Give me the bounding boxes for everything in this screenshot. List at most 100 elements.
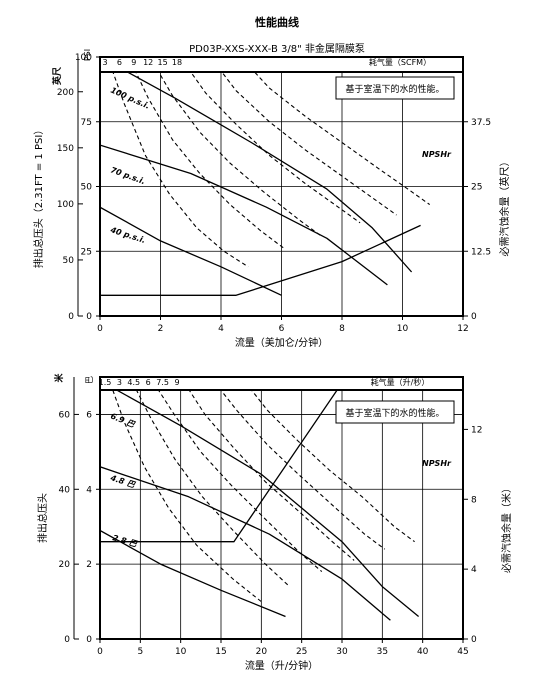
chart-m-air-curve-4-5 [157,390,323,573]
chart-m-x-tick-label: 35 [377,647,388,657]
chart-m-y-tick-label-outer: 20 [59,560,71,570]
chart-en-curves [100,72,431,296]
chart-en-y-tick-label-inner: 100 [75,53,92,63]
chart-m-y-tick-label-right: 8 [471,495,477,505]
chart-en-air-label: 耗气量（SCFM） [369,57,431,67]
chart-m-y-tick-label-inner: 2 [86,560,92,570]
chart-m-air-curve-1-5 [112,390,262,603]
chart-m-air-tick-label: 1.5 [99,378,112,387]
chart-m-x-tick-label: 15 [215,647,226,657]
chart-m-air-tick-label: 3 [117,378,122,387]
chart-en-air-curve-3 [112,72,249,268]
chart-m-y-tick-label-outer: 0 [64,635,70,645]
chart-en-y-tick-label-outer: 150 [57,144,74,154]
chart-m-y-tick-label-outer: 40 [59,485,71,495]
chart-en-series-line-2 [100,206,282,296]
chart-en-x-tick-label: 4 [218,324,224,334]
chart-m-x-tick-label: 45 [457,647,468,657]
chart-en-y-tick-label-right: 37.5 [471,118,491,128]
chart-m-series-line-1 [100,466,391,621]
chart-m-x-tick-label: 20 [256,647,268,657]
chart-m-y-tick-label-inner: 6 [86,410,92,420]
chart-m-series-line-0 [115,390,420,618]
chart-en-note-box [335,76,455,100]
chart-m-air-curve-9 [250,390,415,543]
chart-m-air-tick-label: 7.5 [156,378,169,387]
chart-en-y-tick-label-inner: 25 [81,247,92,257]
chart-m-air-tick-label: 6 [146,378,151,387]
chart-m-x-axis-label: 流量（升/分钟） [245,659,318,672]
chart-en-x-tick-label: 10 [397,324,409,334]
chart-en-series-label-2: 40 p.s.i. [108,225,146,245]
chart-m-series-label-2: 2.8 巴 [111,533,138,549]
chart-m-x-tick-label: 25 [296,647,307,657]
chart-en-series-line-3 [100,224,421,296]
chart-m-x-tick-label: 5 [137,647,143,657]
chart-en-air-tick-label: 3 [102,58,107,67]
chart-en-y-tick-label-right: 0 [471,312,477,322]
chart-en-y-tick-label-outer: 200 [57,88,74,98]
chart-m-series-label-1: 4.8 巴 [108,473,136,490]
chart-m-right-axis-label: 必需汽蚀余量（米） [500,483,513,573]
chart-m-series-line-2 [100,529,286,618]
chart-en-air-tick-label: 18 [172,58,182,67]
chart-en-y-tick-label-outer: 100 [57,200,74,210]
chart-en-y-tick-label-outer: 50 [63,256,75,266]
chart-m-left-axis-label: 排出总压头 [36,493,49,543]
chart-m-note-box [335,400,455,424]
chart-m-y-tick-label-inner: 4 [86,485,92,495]
chart-en-air-tick-label: 6 [117,58,122,67]
chart-en-x-tick-label: 8 [339,324,345,334]
chart-en-series-label-1: 70 p.s.i. [109,165,146,186]
chart-en-right-axis-label: 必需汽蚀余量（英尺） [498,157,511,257]
chart-en-air-curve-6 [135,72,285,250]
chart-m-air-label: 耗气量（升/秒） [371,377,430,387]
chart-m-air-tick-label: 4.5 [127,378,140,387]
chart-en-air-tick-label: 12 [143,58,153,67]
chart-en-air-tick-label: 9 [131,58,136,67]
chart-en-x-axis-label: 流量（美加仑/分钟） [235,336,328,349]
chart-m-air-tick-label: 9 [174,378,179,387]
page-title: 性能曲线 [255,16,299,29]
chart-m-x-tick-label: 40 [417,647,429,657]
chart-m-air-curve-3 [135,390,290,588]
chart-en-x-tick-label: 6 [279,324,285,334]
chart-m-x-tick-label: 30 [336,647,348,657]
chart-m-y-tick-label-inner: 0 [86,635,92,645]
chart-m-air-strip [99,376,464,391]
chart-en-x-tick-label: 0 [97,324,103,334]
chart-m-x-tick-label: 10 [175,647,187,657]
chart-m-y-tick-label-right: 4 [471,565,477,575]
chart-en-left-axis-label: 排出总压头（2.31FT = 1 PSI） [32,125,45,269]
chart-en-y-tick-label-inner: 0 [86,312,92,322]
chart-en-note-text: 基于室温下的水的性能。 [345,83,444,95]
chart-m-x-tick-label: 0 [97,647,103,657]
chart-en-series-label-0: 100 p.s.i. [109,86,151,111]
chart-en-x-tick-label: 2 [158,324,164,334]
chart-en-y-tick-label-inner: 75 [81,118,92,128]
chart-en-air-tick-label: 15 [158,58,168,67]
chart-en-series-line-0 [126,72,413,273]
chart-m-air-curve-7-5 [220,390,386,550]
page-subtitle: PD03P-XXS-XXX-B 3/8" 非金属隔膜泵 [189,44,365,55]
chart-en-x-tick-label: 12 [457,324,468,334]
chart-m-left-outer-unit: 米 [53,373,65,384]
chart-m-series-line-3 [100,390,338,543]
chart-en-y-tick-label-right: 25 [471,183,482,193]
chart-en-air-curve-18 [253,72,431,206]
chart-m-curves [100,390,420,621]
chart-en-air-curve-9 [158,72,322,237]
chart-m-y-tick-label-right: 12 [471,425,482,435]
chart-en-y-tick-label-outer: 0 [68,312,74,322]
chart-m-y-tick-label-right: 0 [471,635,477,645]
chart-en-air-curve-12 [190,72,361,224]
chart-en-series-label-3: NPSHr [422,150,452,159]
chart-m-note-text: 基于室温下的水的性能。 [345,407,444,419]
chart-en-left-inner-unit: PSI [83,49,92,61]
chart-en-y-tick-label-inner: 50 [81,183,93,193]
chart-en-air-curve-15 [221,72,397,216]
chart-m-y-tick-label-outer: 60 [59,410,71,420]
chart-en-left-outer-unit: 英尺 [51,67,63,86]
